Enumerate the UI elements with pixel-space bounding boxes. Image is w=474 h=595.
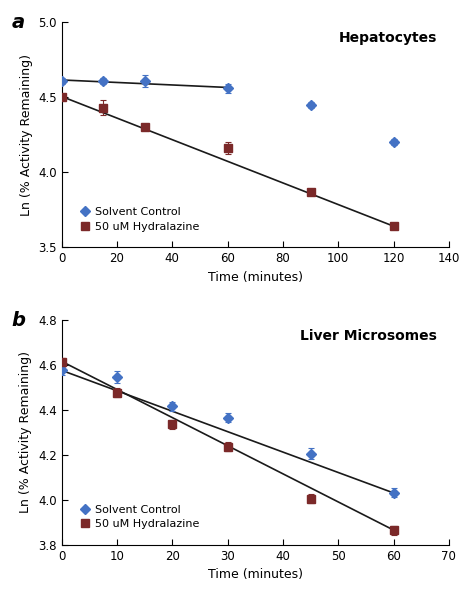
Text: Liver Microsomes: Liver Microsomes — [301, 328, 438, 343]
Text: Hepatocytes: Hepatocytes — [339, 31, 438, 45]
X-axis label: Time (minutes): Time (minutes) — [208, 271, 303, 284]
Legend: Solvent Control, 50 uM Hydralazine: Solvent Control, 50 uM Hydralazine — [75, 202, 205, 237]
X-axis label: Time (minutes): Time (minutes) — [208, 568, 303, 581]
Legend: Solvent Control, 50 uM Hydralazine: Solvent Control, 50 uM Hydralazine — [75, 499, 205, 535]
Y-axis label: Ln (% Activity Remaining): Ln (% Activity Remaining) — [19, 54, 33, 216]
Text: b: b — [11, 311, 25, 330]
Y-axis label: Ln (% Activity Remaining): Ln (% Activity Remaining) — [19, 351, 33, 513]
Text: a: a — [11, 13, 25, 32]
